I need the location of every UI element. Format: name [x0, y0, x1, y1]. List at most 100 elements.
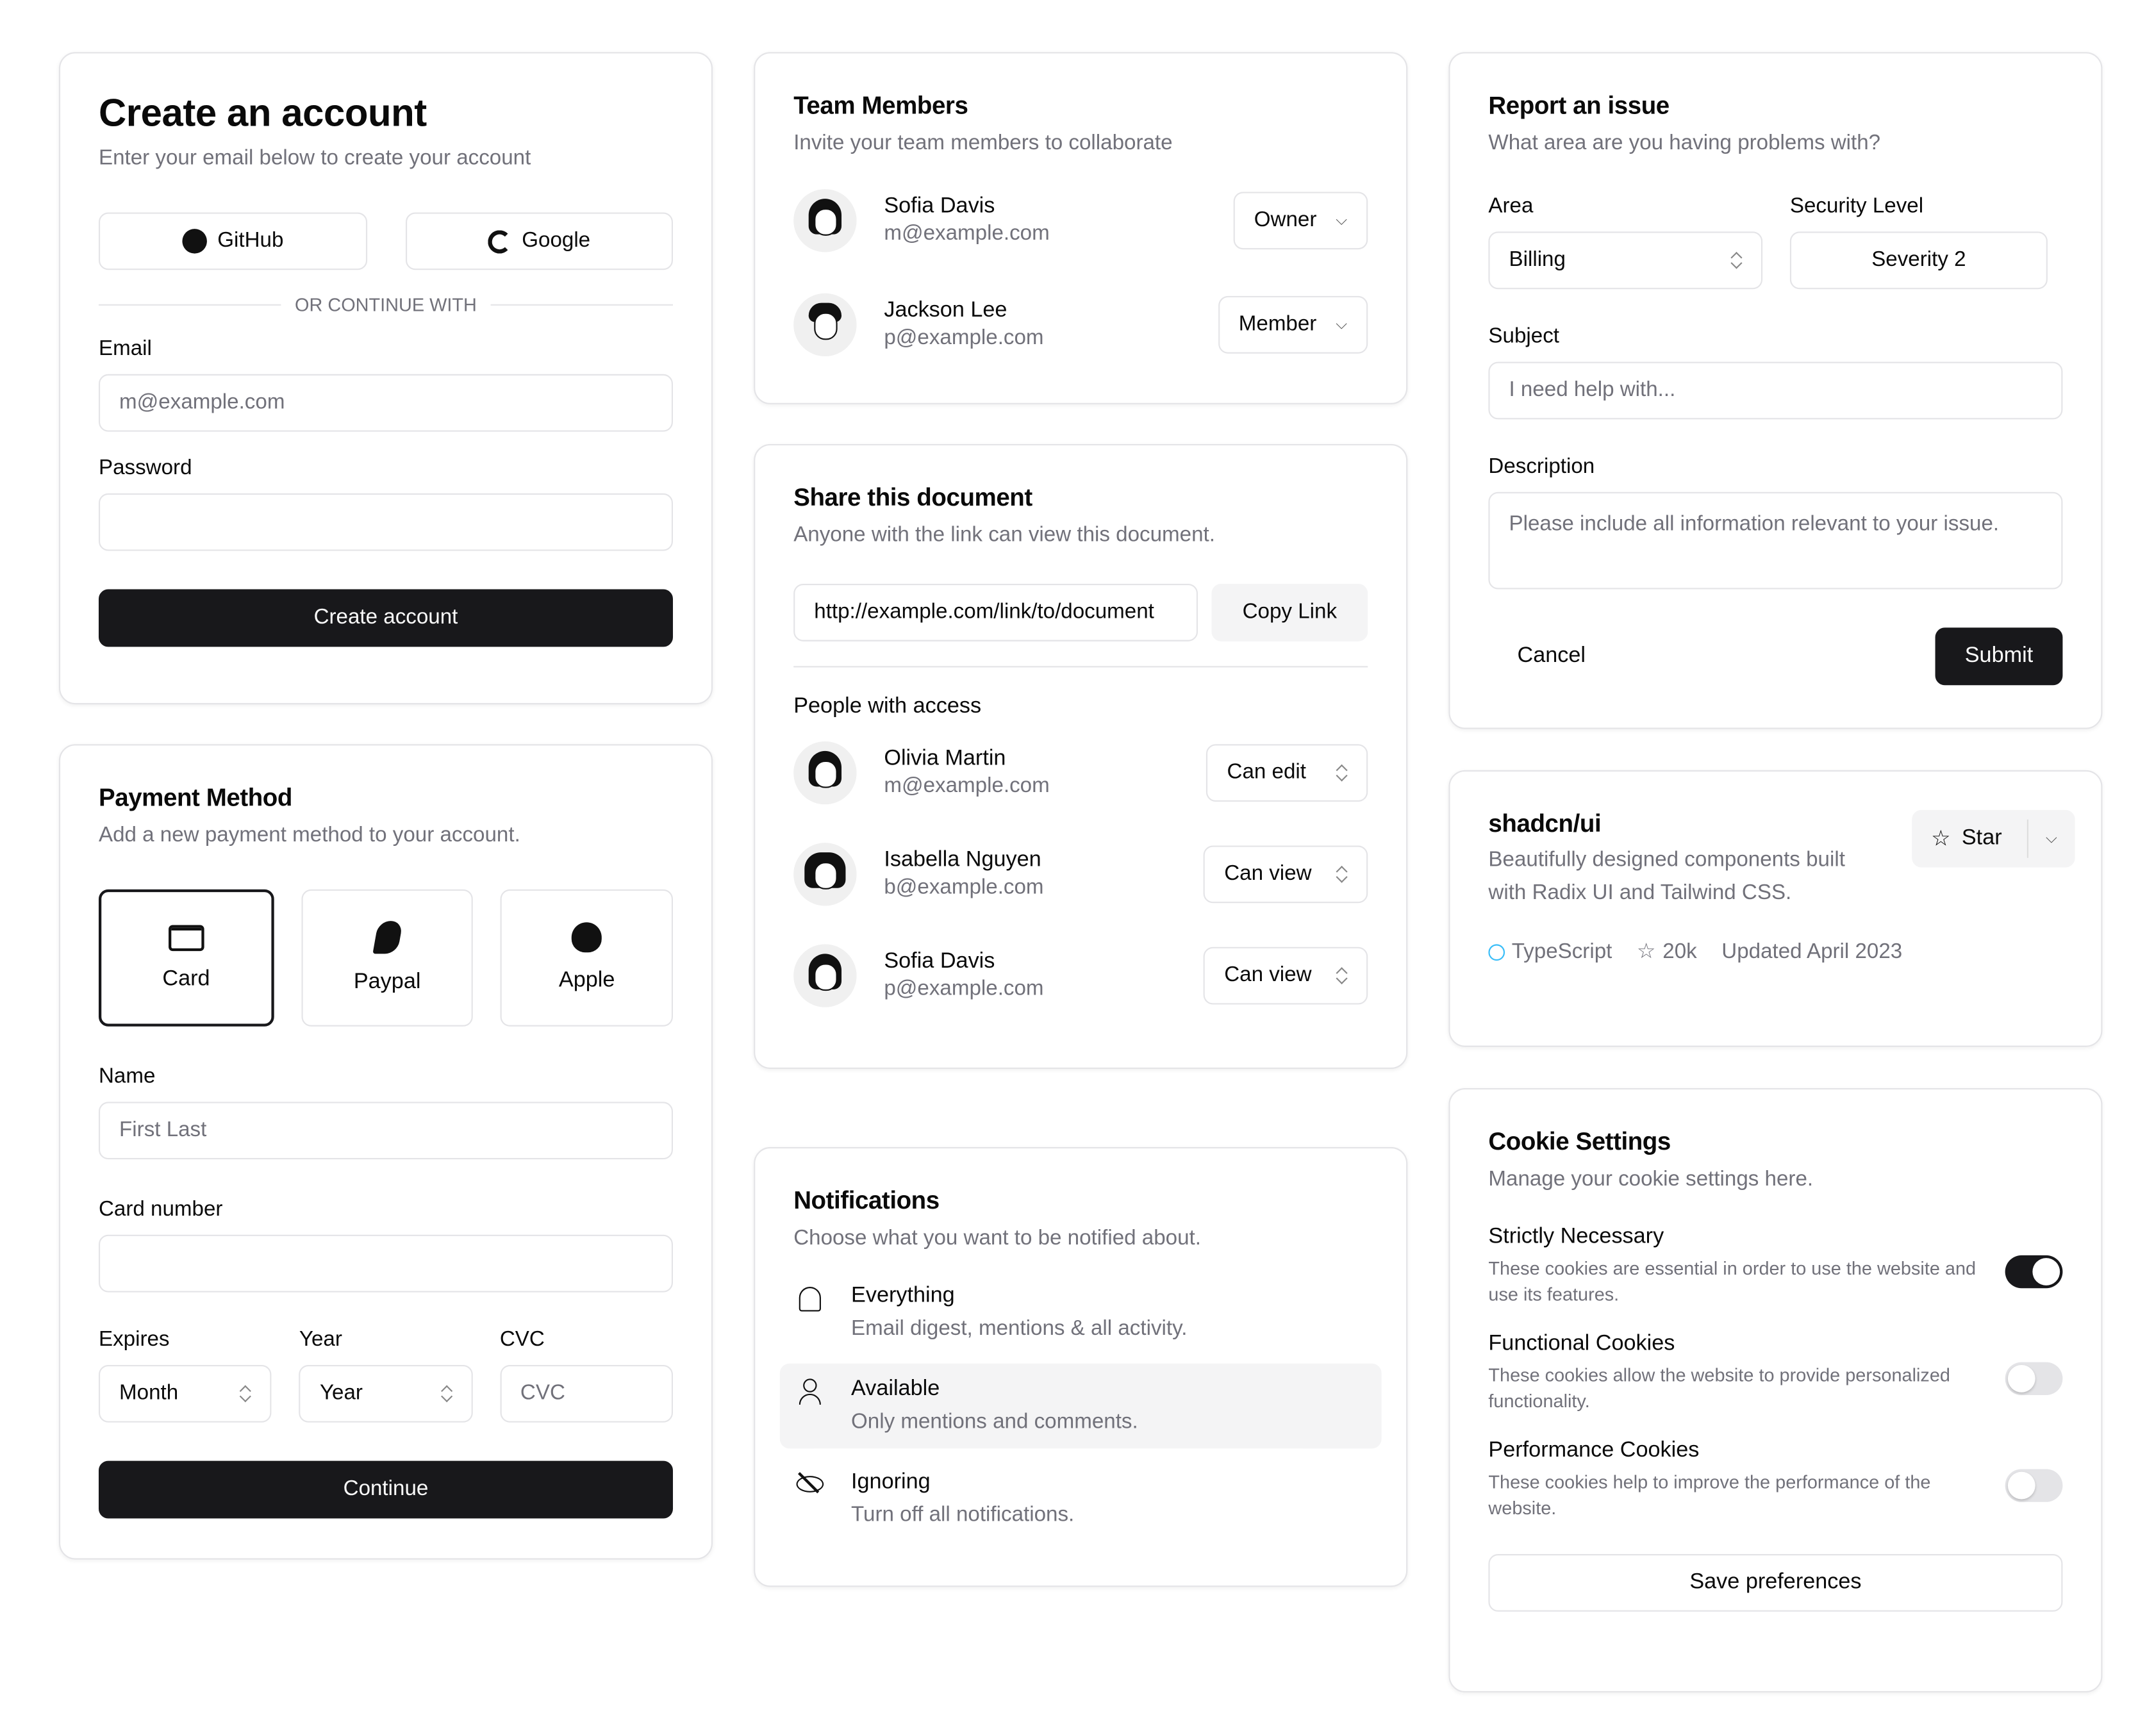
password-input[interactable] — [98, 493, 674, 551]
language-dot-icon — [1488, 943, 1505, 961]
share-document-card: Share this document Anyone with the link… — [754, 443, 1408, 1070]
area-select[interactable]: Billing — [1488, 231, 1763, 290]
chevron-down-icon: ⌵ — [1336, 211, 1348, 229]
user-icon — [796, 1377, 824, 1405]
person-row: Olivia Martin m@example.com Can edit — [793, 741, 1368, 805]
description-label: Description — [1488, 454, 1595, 479]
option-title: Everything — [851, 1284, 955, 1308]
cookie-title: Functional Cookies — [1488, 1332, 1675, 1355]
person-email: b@example.com — [884, 875, 1044, 899]
subject-input[interactable]: I need help with... — [1488, 361, 2063, 420]
team-member-row: Sofia Davis m@example.com Owner ⌵ — [793, 189, 1368, 252]
access-select[interactable]: Can view — [1204, 845, 1368, 904]
divider-label: OR CONTINUE WITH — [295, 294, 477, 315]
chevrons-up-down-icon — [441, 1384, 452, 1403]
email-placeholder: m@example.com — [119, 390, 285, 414]
copy-link-button[interactable]: Copy Link — [1211, 584, 1368, 641]
apple-icon — [572, 922, 602, 953]
avatar — [793, 741, 857, 805]
credit-card-icon — [168, 924, 204, 951]
cancel-button[interactable]: Cancel — [1488, 627, 1615, 686]
description-placeholder: Please include all information relevant … — [1509, 512, 2000, 536]
year-label: Year — [299, 1328, 342, 1352]
option-desc: Only mentions and comments. — [851, 1410, 1138, 1434]
card-number-input[interactable] — [98, 1234, 674, 1293]
payment-option-paypal[interactable]: Paypal — [301, 889, 474, 1027]
access-select[interactable]: Can view — [1204, 947, 1368, 1005]
chevrons-up-down-icon — [1336, 864, 1347, 884]
functional-cookies-toggle[interactable] — [2005, 1362, 2063, 1395]
card-subtitle: Anyone with the link can view this docum… — [793, 523, 1215, 547]
access-select[interactable]: Can edit — [1206, 744, 1368, 802]
role-select[interactable]: Member ⌵ — [1218, 295, 1368, 354]
google-icon — [487, 229, 511, 253]
option-label: Paypal — [353, 970, 421, 994]
share-link-input[interactable]: http://example.com/link/to/document — [793, 584, 1198, 641]
chevrons-up-down-icon — [1336, 763, 1347, 782]
create-account-card: Create an account Enter your email below… — [58, 52, 713, 705]
repo-card: shadcn/ui Beautifully designed component… — [1448, 770, 2103, 1047]
bell-icon — [799, 1287, 821, 1312]
cookie-setting-functional: Functional Cookies These cookies allow th… — [1488, 1332, 2063, 1414]
team-member-row: Jackson Lee p@example.com Member ⌵ — [793, 293, 1368, 357]
google-label: Google — [522, 229, 591, 252]
star-button-group: ☆ Star ⌵ — [1912, 809, 2075, 868]
password-label: Password — [98, 456, 192, 480]
role-value: Member — [1238, 312, 1317, 336]
access-value: Can view — [1224, 862, 1312, 886]
star-button[interactable]: ☆ Star — [1912, 825, 2026, 852]
avatar — [793, 843, 857, 906]
payment-option-apple[interactable]: Apple — [501, 889, 674, 1027]
option-title: Ignoring — [851, 1470, 931, 1494]
person-name: Olivia Martin — [884, 747, 1006, 770]
create-account-button[interactable]: Create account — [98, 589, 674, 647]
chevrons-up-down-icon — [1731, 251, 1742, 270]
submit-button[interactable]: Submit — [1935, 627, 2063, 686]
card-number-label: Card number — [98, 1198, 223, 1221]
name-input[interactable]: First Last — [98, 1102, 674, 1160]
member-name: Sofia Davis — [884, 194, 995, 219]
payment-option-card[interactable]: Card — [98, 889, 274, 1027]
email-input[interactable]: m@example.com — [98, 374, 674, 432]
star-icon: ☆ — [1636, 940, 1656, 964]
continue-button[interactable]: Continue — [98, 1460, 674, 1519]
cookie-desc: These cookies help to improve the perfor… — [1488, 1471, 1931, 1519]
card-title: Cookie Settings — [1488, 1127, 1671, 1155]
cvc-input[interactable]: CVC — [499, 1364, 673, 1423]
name-label: Name — [98, 1064, 156, 1088]
github-button[interactable]: GitHub — [98, 212, 367, 270]
security-level-select[interactable]: Severity 2 — [1789, 231, 2048, 290]
people-with-access-label: People with access — [793, 695, 982, 718]
language-label: TypeScript — [1511, 939, 1612, 963]
notification-option-ignoring[interactable]: Ignoring Turn off all notifications. — [780, 1457, 1382, 1542]
notification-option-available[interactable]: Available Only mentions and comments. — [779, 1363, 1382, 1449]
year-select[interactable]: Year — [299, 1364, 473, 1423]
card-subtitle: What area are you having problems with? — [1488, 131, 1881, 155]
report-issue-card: Report an issue What area are you having… — [1448, 52, 2103, 729]
strictly-necessary-toggle[interactable] — [2005, 1255, 2063, 1289]
person-name: Sofia Davis — [884, 949, 995, 973]
month-select[interactable]: Month — [98, 1364, 272, 1423]
email-label: Email — [98, 337, 152, 361]
member-email: p@example.com — [884, 326, 1044, 350]
description-textarea[interactable]: Please include all information relevant … — [1488, 492, 2063, 590]
security-level-label: Security Level — [1789, 194, 1924, 219]
cookie-setting-performance: Performance Cookies These cookies help to… — [1488, 1439, 2063, 1521]
option-desc: Email digest, mentions & all activity. — [851, 1317, 1188, 1341]
google-button[interactable]: Google — [404, 212, 674, 270]
role-value: Owner — [1254, 208, 1317, 232]
person-email: p@example.com — [884, 977, 1044, 1001]
team-members-card: Team Members Invite your team members to… — [754, 52, 1408, 404]
paypal-icon — [372, 921, 402, 954]
star-dropdown-chevron-icon[interactable]: ⌵ — [2046, 829, 2057, 847]
card-title: Report an issue — [1488, 92, 1670, 120]
performance-cookies-toggle[interactable] — [2005, 1469, 2063, 1502]
option-title: Available — [851, 1377, 940, 1401]
access-value: Can edit — [1227, 760, 1306, 784]
notification-option-everything[interactable]: Everything Email digest, mentions & all a… — [780, 1270, 1382, 1355]
github-icon — [181, 229, 207, 254]
save-preferences-button[interactable]: Save preferences — [1488, 1554, 2063, 1612]
cookie-settings-card: Cookie Settings Manage your cookie setti… — [1448, 1087, 2103, 1693]
star-label: Star — [1961, 826, 2002, 850]
role-select[interactable]: Owner ⌵ — [1233, 192, 1368, 250]
